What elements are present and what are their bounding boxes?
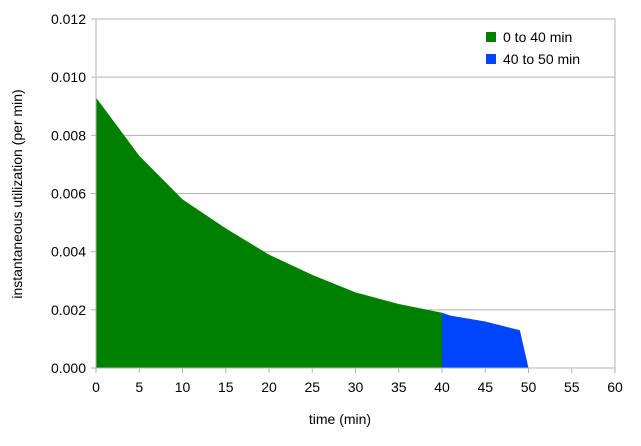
series-areas [96,97,529,369]
x-tick-label: 15 [218,379,234,395]
series-area-1 [96,97,451,369]
x-tick-label: 40 [434,379,450,395]
x-tick-label: 5 [135,379,143,395]
legend-swatch-2 [486,54,496,64]
y-tick-label: 0.008 [51,127,86,143]
x-tick-label: 45 [477,379,493,395]
y-tick-label: 0.004 [51,244,86,260]
x-tick-label: 10 [175,379,191,395]
series-area-2 [442,312,529,368]
x-tick-label: 50 [521,379,537,395]
legend-label-1: 0 to 40 min [503,29,572,45]
y-tick-label: 0.000 [51,360,86,376]
y-tick-label: 0.002 [51,302,86,318]
legend-swatch-1 [486,32,496,42]
axes [91,18,616,373]
y-axis-label: instantaneous utilization (per min) [9,89,25,298]
x-tick-label: 20 [261,379,277,395]
y-tick-label: 0.012 [51,11,86,27]
y-tick-label: 0.010 [51,69,86,85]
legend-label-2: 40 to 50 min [503,51,580,67]
x-axis-label: time (min) [309,411,371,427]
legend: 0 to 40 min 40 to 50 min [486,29,580,67]
x-tick-label: 55 [564,379,580,395]
y-tick-label: 0.006 [51,186,86,202]
x-tick-label: 0 [92,379,100,395]
tick-labels: 0 5 10 15 20 25 30 35 40 45 50 55 60 0.000 0.002 0.004 0… [51,11,623,395]
x-tick-label: 35 [391,379,407,395]
x-tick-label: 25 [304,379,320,395]
x-tick-label: 60 [607,379,623,395]
x-tick-label: 30 [348,379,364,395]
